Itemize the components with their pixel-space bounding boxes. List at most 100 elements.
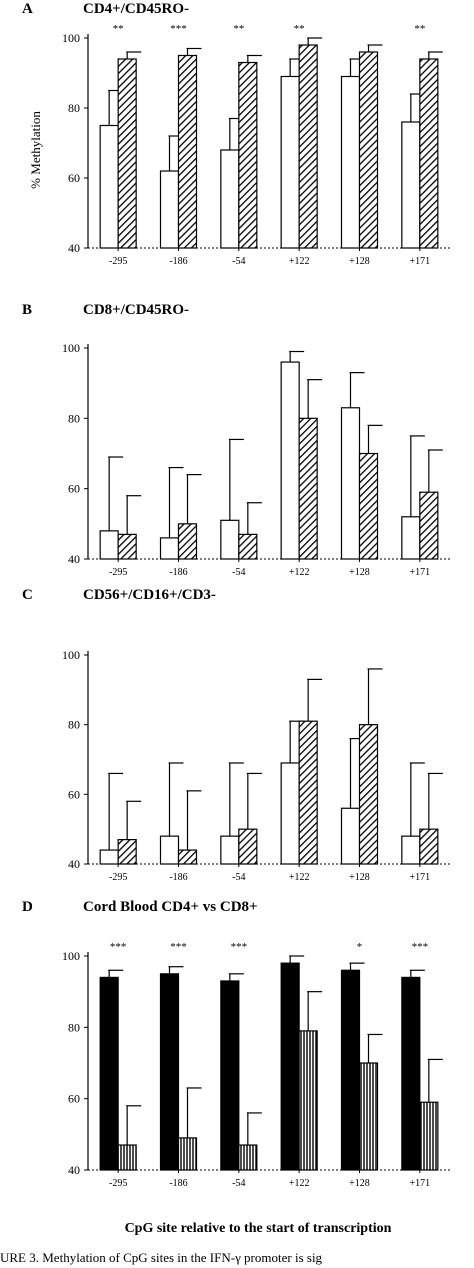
bar	[99, 849, 119, 865]
bar	[238, 61, 258, 249]
bar	[280, 762, 300, 865]
x-tick-label: -295	[109, 872, 127, 883]
x-tick-label: +171	[410, 1178, 431, 1189]
bar	[298, 720, 318, 865]
bar	[340, 75, 361, 249]
x-tick-label: +171	[410, 872, 431, 883]
bar	[99, 124, 119, 249]
significance-marker: ***	[412, 941, 429, 953]
bar	[220, 519, 240, 560]
bar	[220, 835, 240, 865]
bar	[177, 54, 198, 249]
x-tick-label: -54	[232, 1178, 245, 1189]
x-tick-label: -186	[169, 872, 187, 883]
bar	[280, 361, 300, 560]
panel-c-letter: C	[22, 587, 33, 603]
x-tick-label: -54	[232, 567, 245, 578]
x-tick-label: -186	[169, 1178, 187, 1189]
significance-marker: ***	[170, 941, 187, 953]
panel-a-title: CD4+/CD45RO-	[83, 1, 189, 17]
panel-d: D Cord Blood CD4+ vs CD8+ 40 60 80 100 -295 *…	[22, 899, 450, 1189]
bar	[419, 828, 439, 865]
panel-c-plot: 40 60 80 100 -295 -186 -54 +122 +128 +171	[62, 648, 450, 883]
y-tick-label: 40	[68, 241, 80, 255]
y-tick-label: 100	[62, 648, 80, 662]
bar	[280, 75, 300, 249]
bar	[177, 523, 198, 560]
bar	[298, 44, 318, 249]
panel-b-plot: 40 60 80 100 -295 -186 -54 +122 +128 +171	[62, 341, 450, 578]
bar	[159, 973, 180, 1171]
bar	[358, 724, 379, 865]
y-tick-label: 80	[68, 411, 80, 425]
bar	[340, 969, 361, 1171]
bar	[298, 417, 318, 560]
bar	[401, 835, 421, 865]
x-tick-label: +171	[410, 567, 431, 578]
significance-marker: ***	[170, 23, 187, 35]
bar	[99, 976, 119, 1171]
significance-marker: ***	[231, 941, 248, 953]
significance-marker: **	[113, 23, 124, 35]
y-tick-label: 100	[62, 341, 80, 355]
panel-b-title: CD8+/CD45RO-	[83, 302, 189, 318]
y-tick-label: 100	[62, 31, 80, 45]
y-tick-label: 80	[68, 1020, 80, 1034]
panel-c-title: CD56+/CD16+/CD3-	[83, 587, 216, 603]
x-tick-label: +122	[289, 872, 310, 883]
bar	[358, 1062, 379, 1171]
bar	[358, 51, 379, 249]
bar	[220, 149, 240, 249]
y-tick-label: 100	[62, 949, 80, 963]
bar	[159, 170, 180, 249]
significance-marker: **	[294, 23, 305, 35]
x-tick-label: +122	[289, 256, 310, 267]
significance-marker: **	[233, 23, 244, 35]
bar	[419, 1101, 439, 1171]
bar	[159, 537, 180, 560]
x-tick-label: +128	[349, 256, 370, 267]
y-tick-label: 60	[68, 171, 80, 185]
x-tick-label: +128	[349, 872, 370, 883]
significance-marker: *	[357, 941, 363, 953]
x-tick-label: -54	[232, 256, 245, 267]
x-tick-label: +122	[289, 567, 310, 578]
bar	[401, 976, 421, 1171]
y-axis-label: % Methylation	[28, 111, 43, 189]
x-tick-label: -295	[109, 256, 127, 267]
y-tick-label: 40	[68, 857, 80, 871]
x-tick-label: +128	[349, 567, 370, 578]
x-tick-label: -54	[232, 872, 245, 883]
x-tick-label: +171	[410, 256, 431, 267]
bar	[159, 835, 180, 865]
y-tick-label: 40	[68, 1163, 80, 1177]
y-tick-label: 40	[68, 552, 80, 566]
y-tick-label: 60	[68, 787, 80, 801]
bar	[99, 530, 119, 560]
panel-d-title: Cord Blood CD4+ vs CD8+	[83, 899, 258, 915]
y-tick-label: 80	[68, 101, 80, 115]
bar	[238, 533, 258, 560]
x-tick-label: -295	[109, 1178, 127, 1189]
y-tick-label: 60	[68, 1092, 80, 1106]
bar	[238, 828, 258, 865]
y-tick-label: 60	[68, 482, 80, 496]
significance-marker: **	[414, 23, 425, 35]
panel-c: C CD56+/CD16+/CD3- 40 60 80 100 -295 -186 -54 +…	[22, 587, 450, 883]
panel-d-letter: D	[22, 899, 33, 915]
x-tick-label: -186	[169, 567, 187, 578]
x-tick-label: -186	[169, 256, 187, 267]
bar	[117, 533, 137, 560]
bar	[238, 1144, 258, 1171]
panel-d-plot: 40 60 80 100 -295 *** -186 *** -54 *** +122 +128 * +1…	[62, 941, 450, 1189]
bar	[117, 839, 137, 865]
bar	[280, 962, 300, 1171]
panel-a: A CD4+/CD45RO- % Methylation 40 60 80 100 -2…	[22, 1, 450, 267]
x-tick-label: +122	[289, 1178, 310, 1189]
x-tick-label: -295	[109, 567, 127, 578]
bar	[401, 516, 421, 560]
bar	[340, 807, 361, 865]
panel-b-letter: B	[22, 302, 32, 318]
x-axis-label: CpG site relative to the start of transc…	[125, 1221, 392, 1236]
